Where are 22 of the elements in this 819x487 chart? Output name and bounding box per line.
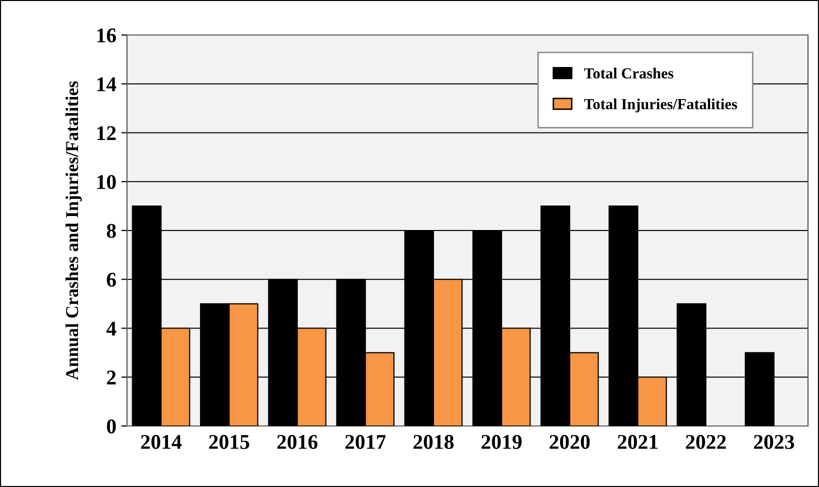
x-tick-label: 2023 bbox=[754, 434, 794, 449]
x-tick-label: 2016 bbox=[277, 434, 318, 449]
x-tick-label: 2015 bbox=[209, 434, 250, 449]
legend-label: Total Injuries/Fatalities bbox=[584, 98, 738, 112]
y-tick-label: 12 bbox=[97, 126, 116, 140]
y-tick-label: 0 bbox=[106, 419, 116, 434]
x-tick-label: 2020 bbox=[550, 434, 590, 449]
y-tick-label: 10 bbox=[97, 175, 116, 190]
x-tick-label: 2017 bbox=[345, 434, 386, 449]
x-tick-label: 2021 bbox=[618, 434, 658, 449]
y-tick-label: 2 bbox=[107, 370, 116, 384]
y-tick-label: 14 bbox=[97, 77, 116, 92]
y-tick-label: 6 bbox=[106, 272, 116, 287]
legend-label: Total Crashes bbox=[584, 68, 674, 79]
x-tick-label: 2014 bbox=[141, 434, 182, 449]
x-tick-label: 2022 bbox=[686, 434, 726, 449]
y-tick-label: 16 bbox=[97, 28, 116, 42]
x-tick-label: 2019 bbox=[482, 434, 522, 449]
y-tick-label: 4 bbox=[106, 322, 116, 336]
y-tick-label: 8 bbox=[106, 224, 116, 238]
y-axis-title: Annual Crashes and Injuries/Fatalities bbox=[65, 81, 82, 380]
x-tick-label: 2018 bbox=[413, 434, 454, 449]
